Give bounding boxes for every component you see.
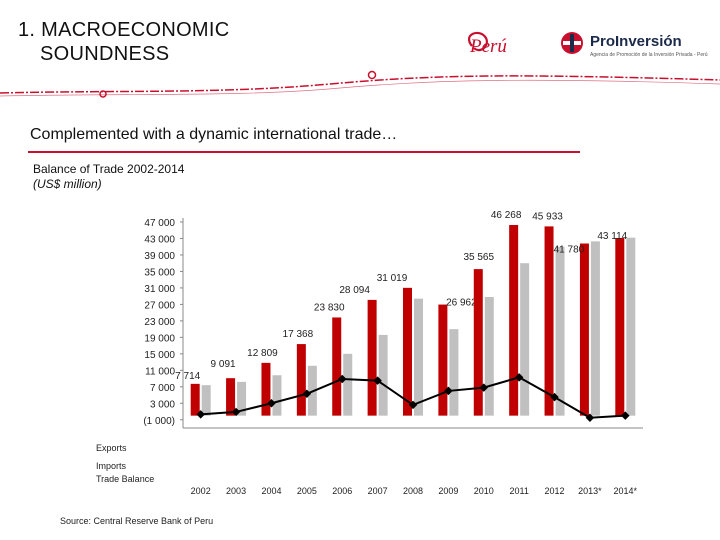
point-trade-balance-2008 (408, 400, 418, 410)
subtitle-underline (28, 151, 580, 153)
x-tick-label: 2010 (474, 486, 494, 496)
bar-imports-2014* (626, 237, 636, 416)
y-tick-label: 27 000 (144, 300, 175, 311)
data-label-exports: 41 780 (554, 245, 585, 256)
x-tick-label: 2003 (226, 486, 246, 496)
bar-imports-2010 (484, 296, 494, 416)
bar-imports-2009 (449, 329, 459, 416)
swoosh-line (0, 75, 720, 94)
bar-imports-2011 (520, 263, 530, 416)
data-label-exports: 35 565 (463, 252, 494, 263)
swoosh-dot-1 (99, 90, 107, 98)
x-tick-label: 2012 (545, 486, 565, 496)
point-trade-balance-2009 (444, 386, 453, 396)
swoosh-dot-2 (367, 70, 377, 80)
y-tick-label: 47 000 (144, 218, 175, 229)
point-trade-balance-2005 (302, 389, 312, 399)
data-label-exports: 43 114 (597, 231, 627, 242)
peru-logo-text: Perú (470, 36, 507, 57)
point-trade-balance-2012 (550, 392, 559, 402)
bar-imports-2007 (378, 334, 388, 416)
bar-exports-2010 (473, 269, 483, 416)
swoosh-line-2 (0, 79, 720, 97)
point-trade-balance-2011 (514, 373, 524, 382)
bar-exports-2004 (261, 362, 271, 416)
x-tick-label: 2014* (614, 486, 638, 496)
y-tick-label: 3 000 (150, 399, 175, 410)
point-trade-balance-2010 (479, 383, 489, 392)
y-tick-label: 19 000 (144, 333, 175, 344)
data-label-exports: 12 809 (247, 348, 278, 359)
bar-imports-2004 (272, 375, 282, 416)
data-label-exports: 31 019 (377, 273, 408, 284)
data-label-exports: 46 268 (491, 210, 522, 221)
bar-exports-2003 (226, 378, 236, 416)
bar-imports-2003 (237, 381, 247, 416)
y-tick-label: 31 000 (144, 284, 175, 295)
page-title: 1. MACROECONOMIC SOUNDNESS (18, 18, 229, 66)
data-label-exports: 45 933 (532, 211, 563, 222)
proinversion-logo-subtext: Agencia de Promoción de la Inversión Pri… (590, 52, 708, 58)
proinversion-logo-text: ProInversión (590, 33, 682, 50)
bar-imports-2006 (343, 353, 353, 416)
x-tick-label: 2004 (261, 486, 281, 496)
x-tick-label: 2006 (332, 486, 352, 496)
chart-unit-label: (US$ million) (33, 177, 102, 191)
y-tick-label: 15 000 (144, 350, 175, 361)
bar-exports-2014* (615, 238, 625, 416)
legend-trade-balance: Trade Balance (96, 474, 155, 484)
x-tick-label: 2011 (509, 486, 528, 496)
bar-exports-2009 (438, 304, 448, 416)
x-tick-label: 2007 (368, 486, 388, 496)
legend-exports: Exports (96, 443, 127, 453)
y-tick-label: 43 000 (144, 234, 175, 245)
point-trade-balance-2006 (337, 374, 347, 384)
trade-balance-chart: 47 000 43 000 39 000 35 000 31 000 27 000 23 0… (143, 210, 643, 496)
y-tick-label: 7 000 (150, 383, 175, 394)
point-trade-balance-2003 (231, 407, 241, 417)
x-tick-label: 2009 (438, 486, 458, 496)
proinversion-logo-icon (561, 32, 583, 54)
y-tick-label: 11 000 (145, 366, 175, 377)
bar-imports-2002 (201, 385, 211, 416)
data-label-exports: 9 091 (211, 359, 236, 370)
chart-title: Balance of Trade 2002-2014 (33, 162, 185, 176)
section-subtitle: Complemented with a dynamic internationa… (30, 126, 398, 143)
bar-exports-2008 (403, 287, 412, 416)
bar-imports-2012 (555, 246, 565, 416)
data-label-exports: 17 368 (283, 329, 314, 340)
x-tick-label: 2008 (403, 486, 423, 496)
bar-exports-2007 (367, 299, 377, 416)
y-tick-label: 23 000 (144, 317, 175, 328)
y-tick-label: 35 000 (144, 267, 175, 278)
page-title-line1: 1. MACROECONOMIC (18, 19, 230, 41)
point-trade-balance-2013* (585, 413, 595, 422)
header-swoosh (0, 70, 720, 98)
data-label-exports: 7 714 (175, 371, 200, 382)
page-title-line2: SOUNDNESS (40, 43, 170, 65)
point-trade-balance-2014* (621, 411, 630, 420)
bar-exports-2012 (544, 226, 554, 416)
peru-logo-icon (468, 31, 488, 52)
x-tick-label: 2002 (191, 486, 211, 496)
point-trade-balance-2002 (196, 410, 205, 419)
bar-exports-2006 (332, 317, 342, 416)
x-tick-label: 2013* (578, 486, 602, 496)
bar-exports-2013* (579, 243, 589, 416)
data-label-exports: 28 094 (339, 285, 370, 296)
bar-exports-2002 (190, 383, 200, 416)
y-tick-label: (1 000) (143, 416, 175, 427)
legend-imports: Imports (96, 461, 127, 471)
x-tick-label: 2005 (297, 486, 317, 496)
y-tick-label: 39 000 (144, 251, 175, 262)
bar-exports-2005 (296, 344, 306, 416)
data-label-exports: 26 962 (446, 298, 477, 309)
data-label-exports: 23 830 (314, 302, 345, 313)
point-trade-balance-2007 (373, 376, 382, 385)
point-trade-balance-2004 (267, 399, 276, 408)
bar-exports-2011 (509, 225, 519, 416)
bar-imports-2008 (414, 298, 423, 416)
source-note: Source: Central Reserve Bank of Peru (60, 516, 214, 526)
bar-imports-2013* (590, 241, 600, 416)
